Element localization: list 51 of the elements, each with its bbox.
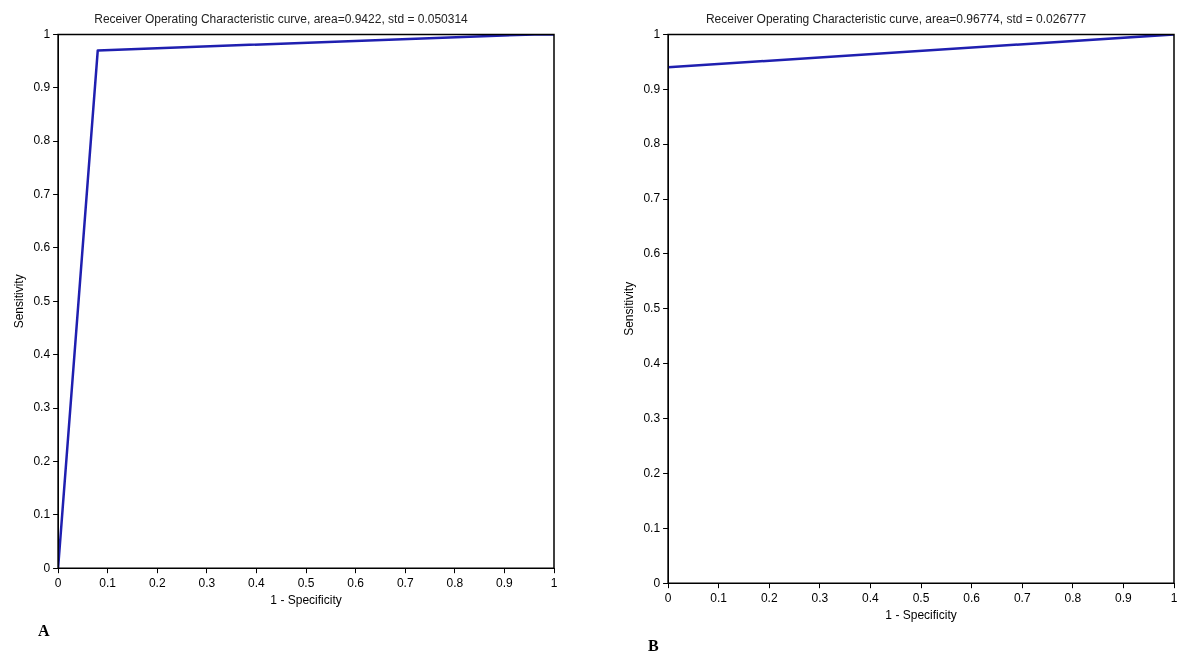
x-axis-title: 1 - Specificity <box>885 608 957 623</box>
y-axis-title: Sensitivity <box>11 274 26 329</box>
y-tick-label: 0.9 <box>33 80 51 95</box>
x-tick-label: 0.2 <box>148 575 166 590</box>
y-tick-label: 0.7 <box>33 186 51 201</box>
y-tick-label: 0.7 <box>643 191 661 206</box>
x-tick-label: 0.5 <box>297 575 315 590</box>
y-tick-label: 0.8 <box>643 136 661 151</box>
x-tick-label: 0.8 <box>446 575 464 590</box>
y-tick-label: 0.9 <box>643 81 661 96</box>
x-tick-label: 0.5 <box>912 590 930 605</box>
y-tick-label: 0.5 <box>643 301 661 316</box>
y-tick-label: 0.8 <box>33 133 51 148</box>
y-tick-label: 0.3 <box>643 410 661 425</box>
x-tick-label: 1 <box>1170 590 1178 605</box>
y-tick-label: 0 <box>43 560 51 575</box>
y-tick-label: 0.2 <box>33 453 51 468</box>
x-tick-label: 1 <box>550 575 558 590</box>
x-tick-label: 0.3 <box>198 575 216 590</box>
chart-title: Receiver Operating Characteristic curve, area=0.96774, std = 0.026777 <box>705 11 1087 26</box>
y-tick-label: 0.4 <box>643 355 661 370</box>
y-tick-label: 0.1 <box>33 507 51 522</box>
x-tick-label: 0 <box>664 590 672 605</box>
x-tick-label: 0.7 <box>1013 590 1031 605</box>
y-tick-label: 0.2 <box>643 465 661 480</box>
chart-title: Receiver Operating Characteristic curve, area=0.9422, std = 0.050314 <box>94 11 469 26</box>
y-tick-label: 0.5 <box>33 293 51 308</box>
y-tick-label: 0.3 <box>33 400 51 415</box>
x-tick-label: 0.1 <box>99 575 117 590</box>
x-tick-label: 0.4 <box>248 575 266 590</box>
x-tick-label: 0.7 <box>396 575 414 590</box>
y-tick-label: 0.6 <box>33 240 51 255</box>
text: B <box>648 637 660 655</box>
y-tick-label: 1 <box>43 26 51 41</box>
x-tick-label: 0.4 <box>862 590 880 605</box>
x-tick-label: 0.9 <box>496 575 514 590</box>
x-tick-label: 0.8 <box>1064 590 1082 605</box>
x-tick-label: 0.3 <box>811 590 829 605</box>
x-tick-label: 0.9 <box>1115 590 1133 605</box>
x-tick-label: 0 <box>54 575 62 590</box>
y-tick-label: 0.4 <box>33 346 51 361</box>
x-tick-label: 0.6 <box>963 590 981 605</box>
y-tick-label: 0.1 <box>643 520 661 535</box>
x-tick-label: 0.1 <box>710 590 728 605</box>
y-tick-label: 1 <box>653 26 661 41</box>
x-tick-label: 0.6 <box>347 575 365 590</box>
x-axis-title: 1 - Specificity <box>270 593 342 608</box>
y-axis-title: Sensitivity <box>621 281 636 336</box>
y-tick-label: 0.6 <box>643 246 661 261</box>
x-tick-label: 0.2 <box>760 590 778 605</box>
text: A <box>38 622 51 640</box>
